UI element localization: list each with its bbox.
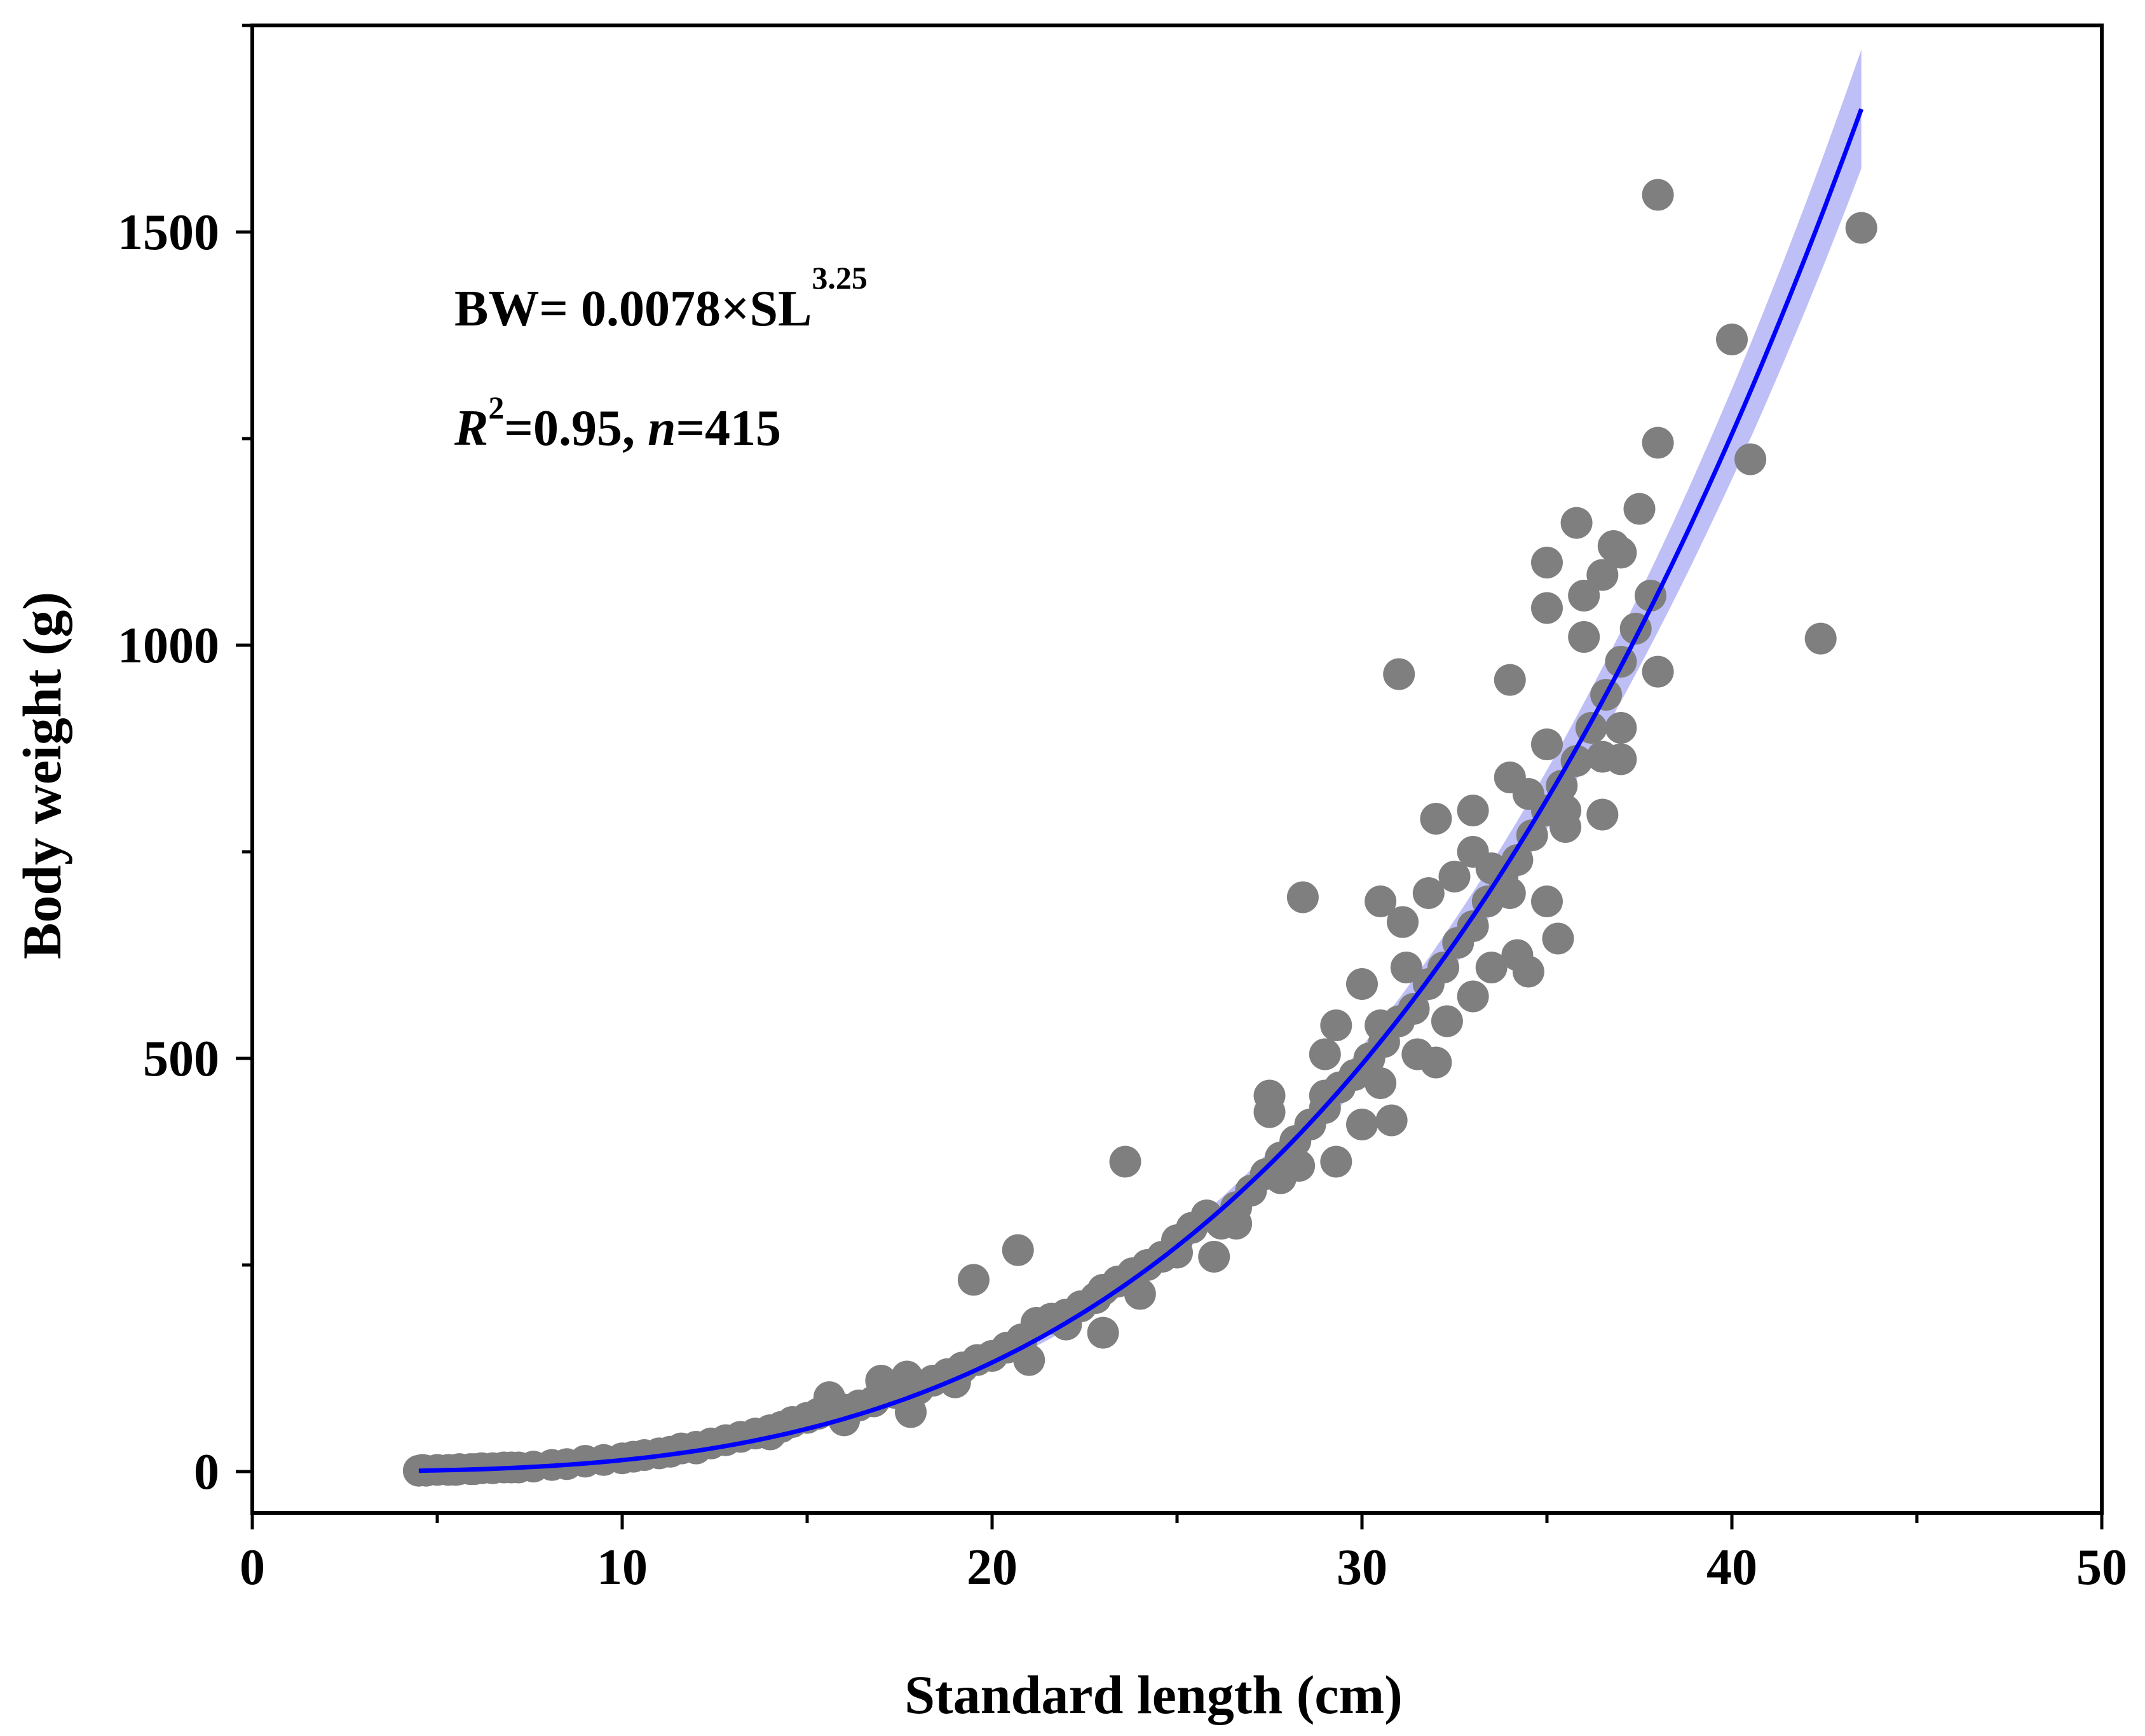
data-point [1804, 622, 1837, 655]
data-point [1420, 803, 1452, 835]
data-point [1390, 952, 1422, 983]
data-point [1531, 547, 1563, 578]
data-point [1546, 770, 1578, 802]
data-point [1568, 621, 1600, 653]
fit-statistics: R2=0.95, n=415 [454, 390, 781, 456]
n-value: =415 [676, 400, 781, 456]
data-point [1109, 1145, 1141, 1178]
data-point [1734, 443, 1767, 475]
data-point [569, 1445, 601, 1477]
data-point [1124, 1278, 1156, 1310]
data-point [1286, 881, 1319, 913]
data-point [1220, 1208, 1253, 1240]
data-point [1568, 580, 1600, 612]
r-value: =0.95, [504, 400, 648, 456]
data-point [1309, 1079, 1341, 1112]
data-point [1586, 798, 1619, 831]
fit-equation: BW= 0.0078×SL3.25 [454, 260, 868, 337]
data-point [1516, 819, 1548, 851]
data-point [754, 1418, 786, 1451]
data-point [1623, 493, 1656, 525]
x-tick-label: 20 [967, 1540, 1018, 1596]
data-point [1002, 1234, 1034, 1266]
data-point [1401, 1038, 1434, 1070]
data-point [1365, 885, 1397, 917]
data-point [1605, 712, 1637, 744]
data-point [1845, 212, 1877, 244]
data-point [1457, 980, 1489, 1013]
r-symbol: R [454, 400, 488, 456]
y-axis-title: Body weight (g) [11, 592, 72, 959]
data-point [1531, 728, 1563, 760]
data-point [1549, 795, 1582, 826]
data-point [1398, 993, 1430, 1025]
x-tick-label: 0 [240, 1540, 265, 1596]
data-point [1475, 952, 1508, 983]
x-tick-label: 50 [2076, 1540, 2127, 1596]
data-point [1642, 179, 1674, 211]
data-point [1494, 664, 1526, 696]
data-point [1320, 1145, 1352, 1178]
data-point [1501, 844, 1534, 876]
data-point [1457, 795, 1489, 826]
data-point [1375, 1104, 1408, 1137]
axis-ticks-layer [236, 24, 2104, 1529]
data-point [957, 1264, 990, 1296]
x-tick-label: 10 [597, 1540, 648, 1596]
y-tick-label: 500 [143, 1031, 219, 1087]
data-point [1383, 658, 1415, 690]
data-point [1605, 537, 1637, 569]
data-point [1531, 592, 1563, 624]
data-point [1013, 1344, 1045, 1376]
data-point [1309, 1038, 1341, 1070]
data-point [1253, 1079, 1286, 1112]
r-exponent: 2 [488, 390, 504, 425]
data-point [1431, 1005, 1463, 1037]
x-tick-label: 30 [1337, 1540, 1387, 1596]
data-point [1586, 741, 1619, 773]
data-point [1586, 559, 1619, 591]
data-point [1365, 1067, 1397, 1099]
data-point [1542, 922, 1574, 955]
data-point [1412, 877, 1445, 909]
data-point [1642, 655, 1674, 688]
data-point [895, 1396, 927, 1428]
equation-exponent: 3.25 [812, 260, 868, 296]
data-point [1427, 952, 1459, 983]
fit-curve [418, 108, 1863, 1473]
data-point [1501, 939, 1534, 971]
data-point [1320, 1009, 1352, 1041]
data-point [1087, 1316, 1119, 1349]
data-point [1642, 427, 1674, 459]
data-point [1560, 745, 1593, 777]
data-point [1387, 906, 1419, 938]
data-point [1457, 910, 1489, 942]
fit-curve-layer [418, 108, 1863, 1473]
x-axis-title: Standard length (cm) [904, 1664, 1403, 1725]
y-tick-label: 1000 [118, 618, 219, 674]
data-point [680, 1432, 712, 1465]
y-tick-label: 1500 [118, 205, 219, 261]
data-point [1560, 507, 1593, 539]
data-point [1716, 324, 1748, 355]
equation-main: BW= 0.0078×SL [454, 281, 812, 337]
data-point [1198, 1241, 1230, 1273]
data-point [1346, 1109, 1378, 1140]
n-symbol: n [648, 400, 676, 456]
data-point [1438, 861, 1471, 892]
data-point [1512, 778, 1544, 810]
y-tick-label: 0 [194, 1444, 219, 1500]
data-point [1531, 885, 1563, 917]
data-point [1346, 968, 1378, 1000]
data-point [1494, 877, 1526, 909]
data-point [1265, 1162, 1297, 1194]
x-tick-label: 40 [1706, 1540, 1757, 1596]
data-point [1161, 1236, 1193, 1269]
